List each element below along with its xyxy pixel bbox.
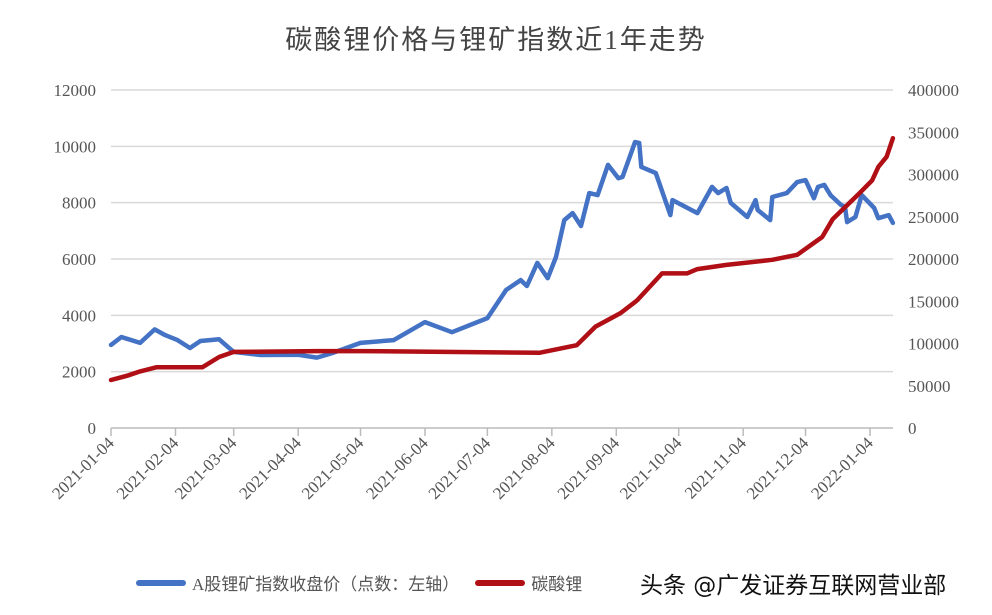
x-tick-label: 2021-03-04 (171, 433, 241, 503)
y-left-tick-label: 12000 (54, 81, 97, 100)
x-tick-label: 2022-01-04 (807, 433, 877, 503)
legend-swatch-lithium (475, 579, 526, 586)
y-left-tick-label: 8000 (62, 194, 96, 213)
x-tick-label: 2021-05-04 (298, 433, 368, 503)
legend-label-index: A股锂矿指数收盘价（点数：左轴） (192, 575, 460, 594)
y-right-tick-label: 200000 (908, 250, 959, 269)
y-right-tick-label: 0 (908, 419, 917, 438)
y-left-tick-label: 2000 (62, 363, 96, 382)
x-tick-label: 2021-01-04 (48, 433, 118, 503)
y-right-tick-label: 150000 (908, 292, 959, 311)
y-right-tick-label: 400000 (908, 81, 959, 100)
x-tick-label: 2021-02-04 (113, 433, 183, 503)
x-tick-label: 2021-10-04 (616, 433, 686, 503)
y-right-tick-label: 50000 (908, 377, 951, 396)
y-right-tick-label: 250000 (908, 208, 959, 227)
legend-label-lithium: 碳酸锂 (531, 575, 583, 594)
x-tick-label: 2021-07-04 (425, 433, 495, 503)
x-tick-label: 2021-09-04 (554, 433, 624, 503)
legend-swatch-index (136, 579, 186, 586)
y-left-tick-label: 10000 (54, 137, 97, 156)
chart-title: 碳酸锂价格与锂矿指数近1年走势 (285, 25, 707, 55)
series-line-lithium (108, 135, 896, 383)
y-right-tick-label: 350000 (908, 123, 959, 142)
x-tick-label: 2021-08-04 (489, 433, 559, 503)
x-tick-label: 2021-12-04 (743, 433, 813, 503)
y-left-tick-label: 4000 (62, 306, 96, 325)
x-tick-label: 2021-04-04 (235, 433, 305, 503)
y-left-tick-label: 0 (88, 419, 97, 438)
y-right-tick-label: 100000 (908, 335, 959, 354)
x-tick-label: 2021-06-04 (362, 433, 432, 503)
y-left-tick-label: 6000 (62, 250, 96, 269)
series-line-index (108, 139, 896, 360)
y-right-tick-label: 300000 (908, 166, 959, 185)
x-tick-label: 2021-11-04 (681, 433, 750, 502)
watermark: 头条 @广发证券互联网营业部 (640, 573, 947, 599)
legend: A股锂矿指数收盘价（点数：左轴） 碳酸锂 (136, 570, 582, 595)
